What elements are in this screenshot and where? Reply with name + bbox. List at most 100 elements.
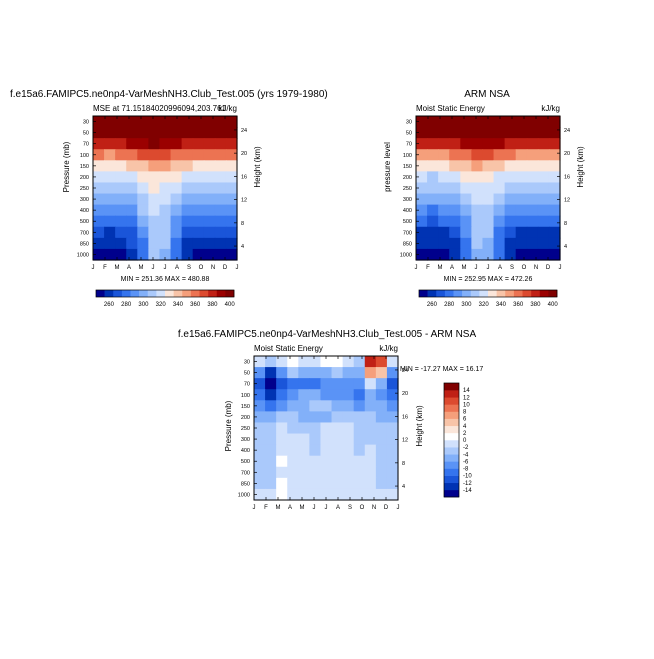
y-tick-label: 250 — [403, 186, 412, 192]
heatmap-cell — [504, 116, 517, 128]
heatmap-cell — [460, 182, 472, 195]
heatmap-cell — [170, 237, 183, 250]
heatmap-cell — [115, 248, 127, 261]
heatmap-cell — [225, 149, 238, 161]
heatmap-cell — [214, 193, 227, 206]
heatmap-cell — [416, 248, 428, 261]
heatmap-cell — [192, 248, 205, 261]
heatmap-cell — [309, 466, 322, 479]
panel-obs-ylabel-right: Height (km) — [576, 146, 585, 188]
heatmap-cell — [386, 466, 399, 479]
y-tick-label: 500 — [80, 219, 89, 225]
panel-diff-ylabel-right: Height (km) — [415, 405, 424, 447]
heatmap-cell — [515, 182, 528, 195]
heatmap-cell — [320, 477, 333, 490]
heatmap-cell — [427, 127, 439, 139]
heatmap-cell — [438, 237, 450, 250]
colorbar-label: 280 — [444, 302, 455, 308]
heatmap-cell — [493, 127, 506, 139]
heatmap-cell — [214, 149, 227, 161]
heatmap-cell — [276, 455, 288, 468]
colorbar-swatch — [539, 290, 549, 297]
heatmap-cell — [137, 116, 149, 128]
heatmap-cell — [298, 433, 310, 446]
heatmap-cell — [298, 367, 310, 379]
heatmap-cell — [225, 116, 238, 128]
heatmap-cell — [115, 160, 127, 172]
heatmap-cell — [181, 193, 194, 206]
colorbar-label: 360 — [513, 302, 524, 308]
panel-obs-unit: kJ/kg — [541, 104, 560, 113]
heatmap-cell — [449, 193, 461, 206]
heatmap-cell — [276, 389, 288, 401]
x-tick-label: S — [187, 265, 191, 271]
heatmap-cell — [526, 204, 539, 217]
y-tick-label-right: 4 — [402, 484, 405, 490]
panel-model-ylabel-right: Height (km) — [253, 146, 262, 188]
heatmap-cell — [320, 400, 333, 412]
y-tick-label: 850 — [403, 241, 412, 247]
heatmap-cell — [375, 433, 388, 446]
heatmap-cell — [438, 193, 450, 206]
y-tick-label-right: 8 — [241, 221, 244, 227]
heatmap-cell — [375, 444, 388, 457]
heatmap-cell — [137, 193, 149, 206]
heatmap-cell — [493, 160, 506, 172]
heatmap-cell — [449, 127, 461, 139]
x-tick-label: D — [223, 265, 228, 271]
heatmap-cell — [353, 433, 366, 446]
heatmap-cell — [504, 127, 517, 139]
colorbar-label: -14 — [463, 488, 472, 494]
heatmap-cell — [427, 160, 439, 172]
y-tick-label-right: 12 — [402, 438, 408, 444]
heatmap-cell — [203, 182, 216, 195]
heatmap-cell — [137, 226, 149, 239]
heatmap-cell — [416, 138, 428, 150]
heatmap-cell — [214, 160, 227, 172]
heatmap-cell — [386, 455, 399, 468]
heatmap-cell — [287, 477, 299, 490]
heatmap-cell — [482, 171, 495, 184]
heatmap-cell — [331, 444, 344, 457]
heatmap-cell — [148, 138, 161, 150]
x-tick-label: J — [475, 265, 478, 271]
heatmap-cell — [548, 149, 561, 161]
colorbar-label: -2 — [463, 445, 469, 451]
heatmap-cell — [254, 389, 266, 401]
heatmap-cell — [493, 226, 506, 239]
heatmap-cell — [287, 411, 299, 424]
heatmap-cell — [287, 389, 299, 401]
heatmap-cell — [386, 444, 399, 457]
colorbar-swatch — [190, 290, 200, 297]
heatmap-cell — [298, 400, 310, 412]
panel-diff-ylabel: Pressure (mb) — [224, 400, 233, 451]
x-tick-label: N — [534, 265, 538, 271]
heatmap-cell — [537, 215, 550, 228]
y-tick-label: 150 — [241, 404, 250, 410]
heatmap-cell — [148, 248, 161, 261]
heatmap-cell — [375, 455, 388, 468]
panel-diff-unit: kJ/kg — [379, 344, 398, 353]
colorbar-label: 4 — [463, 424, 467, 430]
heatmap-cell — [276, 378, 288, 390]
heatmap-cell — [460, 138, 472, 150]
y-tick-label: 700 — [403, 230, 412, 236]
heatmap-cell — [287, 444, 299, 457]
x-tick-label: J — [236, 265, 239, 271]
heatmap-cell — [353, 356, 366, 368]
heatmap-cell — [331, 367, 344, 379]
heatmap-cell — [104, 226, 116, 239]
heatmap-cell — [115, 138, 127, 150]
heatmap-cell — [298, 477, 310, 490]
colorbar-label: -6 — [463, 459, 469, 465]
heatmap-cell — [254, 455, 266, 468]
colorbar-swatch — [113, 290, 123, 297]
figure-title-left: f.e15a6.FAMIPC5.ne0np4-VarMeshNH3.Club_T… — [10, 89, 328, 100]
heatmap-cell — [353, 466, 366, 479]
heatmap-cell — [298, 411, 310, 424]
colorbar-label: -12 — [463, 481, 472, 487]
heatmap-cell — [364, 411, 377, 424]
heatmap-cell — [137, 204, 149, 217]
heatmap-cell — [364, 367, 377, 379]
heatmap-cell — [287, 378, 299, 390]
